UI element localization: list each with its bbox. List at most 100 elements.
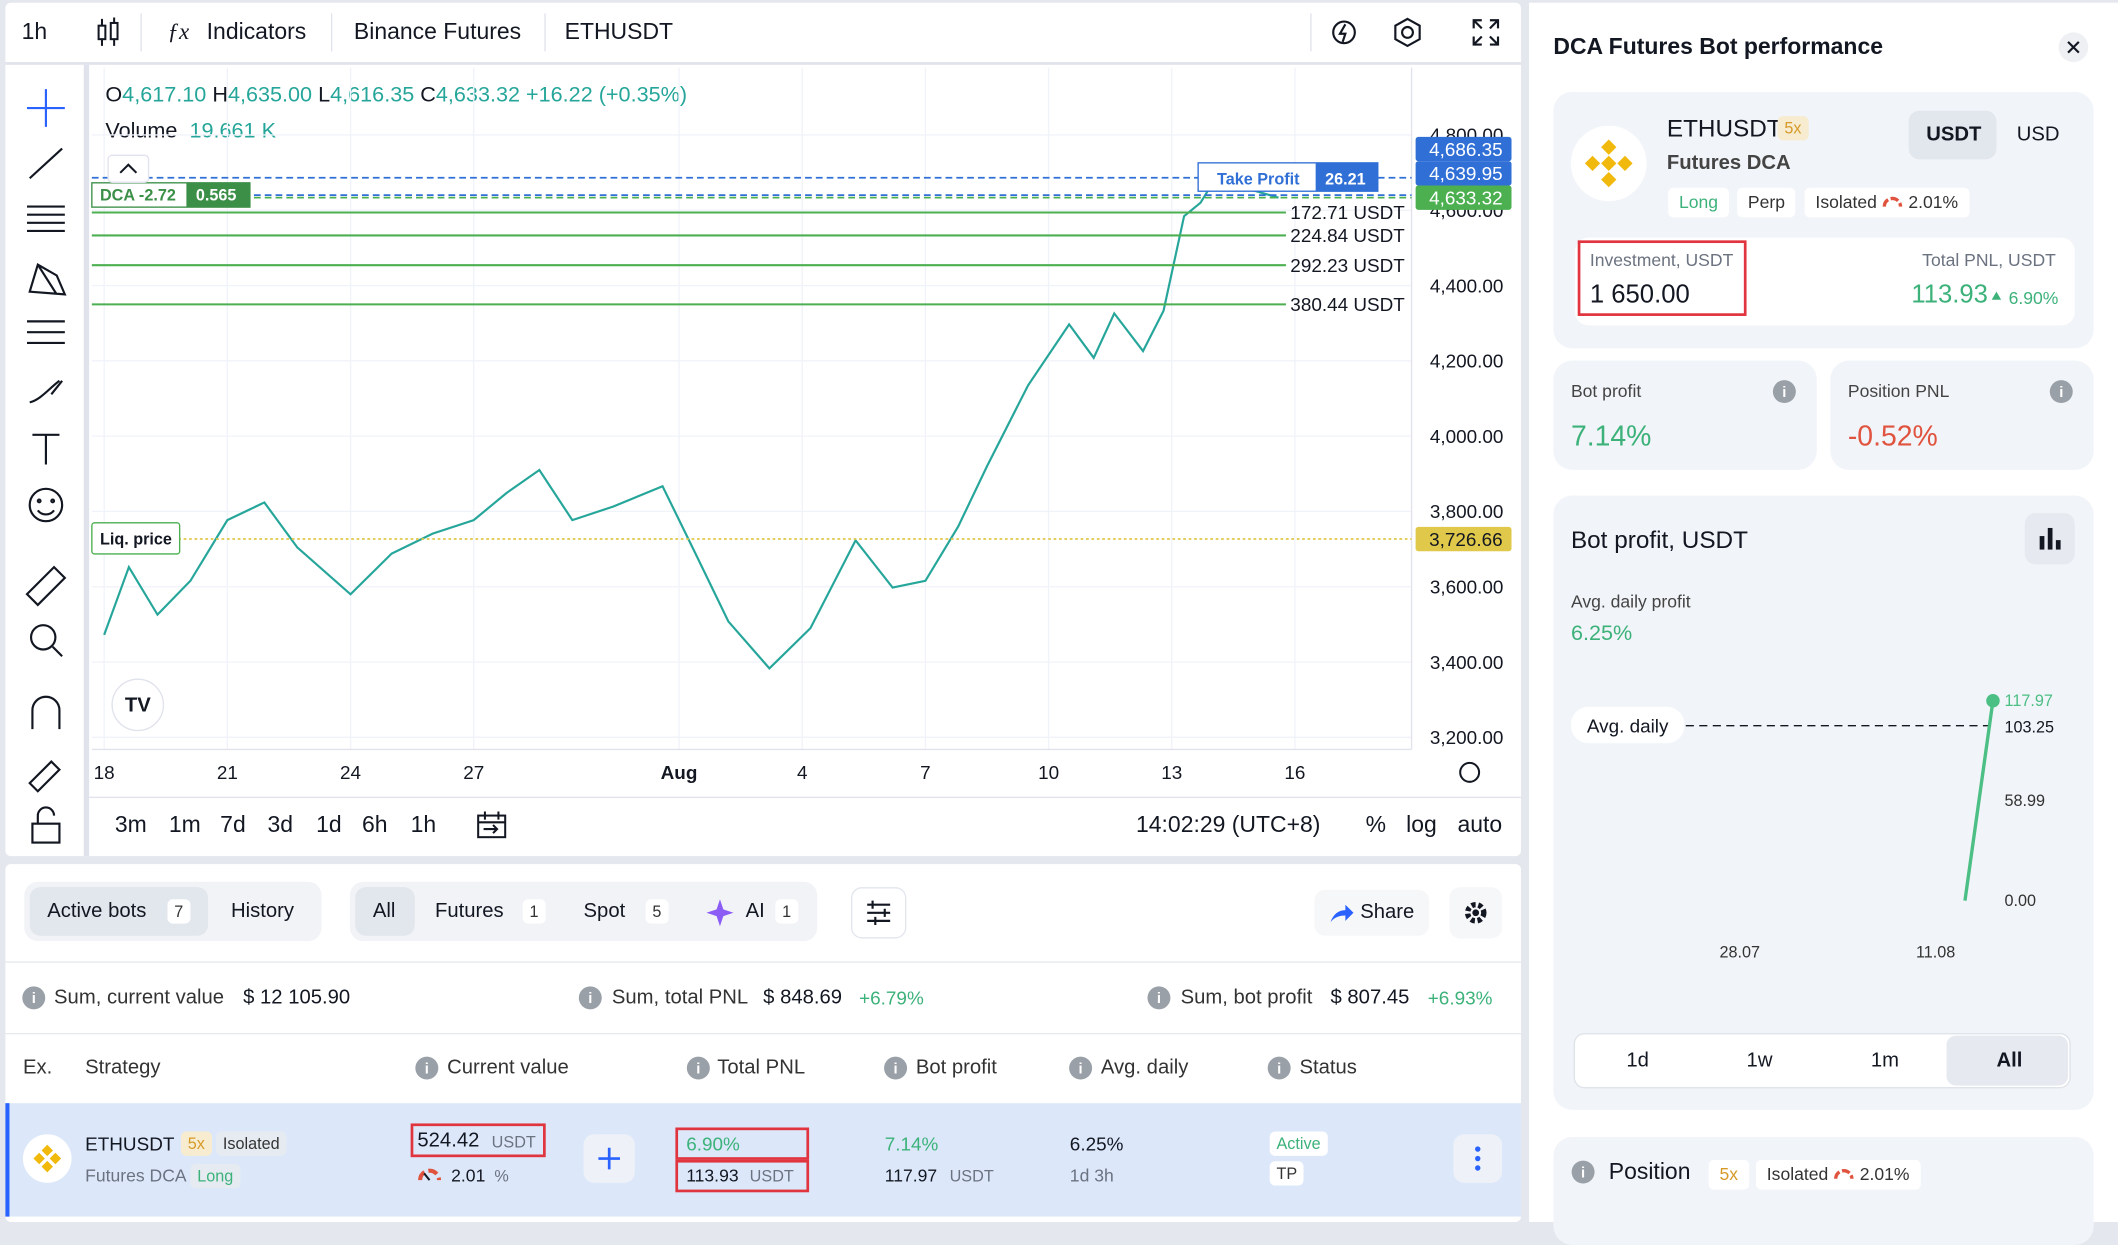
range-option[interactable]: 1m xyxy=(1870,1049,1899,1073)
add-funds-button[interactable] xyxy=(583,1134,635,1183)
candles-icon[interactable] xyxy=(95,17,122,48)
scale-option[interactable]: auto xyxy=(1457,811,1503,838)
range-option[interactable]: All xyxy=(1996,1049,2023,1073)
row-strategy: Futures DCA xyxy=(85,1165,187,1186)
column-header[interactable]: Status xyxy=(1299,1055,1357,1079)
tab-label[interactable]: History xyxy=(230,899,295,923)
column-header[interactable]: Bot profit xyxy=(915,1055,997,1079)
margin-ratio: 2.01 xyxy=(451,1165,486,1186)
total-pnl-label: Total PNL, USDT xyxy=(1922,249,2056,271)
range-active[interactable] xyxy=(1946,1035,2069,1086)
summary-change: +6.93% xyxy=(1427,987,1493,1009)
row-symbol: ETHUSDT xyxy=(85,1132,175,1155)
margin-ratio: 2.01% xyxy=(1908,191,1959,212)
timeframe[interactable]: 1m xyxy=(168,811,201,838)
clock: 14:02:29 (UTC+8) xyxy=(1135,811,1321,838)
column-header[interactable]: Ex. xyxy=(22,1055,53,1079)
label: O xyxy=(105,83,123,107)
divider xyxy=(83,64,90,857)
tab-count: 7 xyxy=(167,899,191,924)
bot-profit: 7.14% xyxy=(1570,421,1652,453)
svg-text:i: i xyxy=(893,1061,897,1077)
value: 4,617.10 xyxy=(122,83,207,107)
timeframe[interactable]: 1d xyxy=(316,811,342,838)
status-badge: Active xyxy=(1269,1131,1328,1156)
gauge-icon xyxy=(1834,1169,1854,1180)
unit: USDT xyxy=(749,1166,794,1186)
timeframe[interactable]: 6h xyxy=(362,811,388,838)
change: +16.22 (+0.35%) xyxy=(526,83,688,107)
side-badge: Long xyxy=(1668,187,1729,218)
close-button[interactable] xyxy=(2058,32,2089,63)
share-label[interactable]: Share xyxy=(1360,900,1415,924)
column-header[interactable]: Strategy xyxy=(85,1055,161,1079)
divider xyxy=(5,1032,1521,1035)
label: C xyxy=(420,83,436,107)
column-header[interactable]: Total PNL xyxy=(717,1055,806,1079)
position-pnl-card xyxy=(1830,360,2094,470)
plus-icon xyxy=(598,1147,621,1170)
card-label: Position PNL xyxy=(1847,380,1950,402)
ohlc-legend: O4,617.10 H4,635.00 L4,616.35 C4,633.32 … xyxy=(105,82,687,109)
margin-mode: Isolated xyxy=(1766,1163,1829,1185)
value: 4,635.00 xyxy=(227,83,313,107)
timeframe[interactable]: 3m xyxy=(114,811,147,838)
gear-icon xyxy=(1464,901,1487,924)
value: 4,616.35 xyxy=(330,83,415,107)
exchange-logo xyxy=(1570,125,1647,202)
drawing-toolbar[interactable] xyxy=(19,81,73,851)
bot-profit-pct: 7.14% xyxy=(884,1132,939,1155)
filter-label[interactable]: All xyxy=(372,899,396,923)
scale-option[interactable]: % xyxy=(1365,811,1387,838)
range-option[interactable]: 1d xyxy=(1626,1049,1649,1073)
fullscreen-icon[interactable] xyxy=(1471,18,1501,48)
settings-button[interactable] xyxy=(1449,887,1503,939)
share-button[interactable] xyxy=(1314,889,1430,936)
leverage-badge: 5x xyxy=(1777,116,1809,141)
column-header[interactable]: Avg. daily xyxy=(1100,1055,1189,1079)
timeframe[interactable]: 7d xyxy=(220,811,246,838)
summary-value: $ 12 105.90 xyxy=(243,985,351,1009)
svg-text:i: i xyxy=(696,1061,700,1077)
card-label: Bot profit xyxy=(1570,380,1642,402)
goto-date-icon[interactable] xyxy=(475,810,507,840)
currency-option[interactable]: USDT xyxy=(1926,122,1982,146)
filter-active[interactable] xyxy=(355,887,415,936)
svg-text:i: i xyxy=(1782,385,1786,401)
summary-label: Sum, total PNL xyxy=(611,985,749,1009)
total-pnl-pct: 6.90% xyxy=(2008,287,2059,308)
unit: % xyxy=(494,1166,509,1186)
profit-card xyxy=(1553,495,2094,1110)
filter-group xyxy=(349,881,818,942)
total-pnl: 113.93 xyxy=(686,1165,739,1186)
alert-icon[interactable] xyxy=(1329,16,1361,48)
symbol[interactable]: ETHUSDT xyxy=(564,18,674,45)
columns-button[interactable] xyxy=(850,887,907,939)
filter-label[interactable]: AI xyxy=(745,899,765,923)
exchange[interactable]: Binance Futures xyxy=(353,18,522,45)
more-button[interactable] xyxy=(1453,1134,1503,1183)
summary-change: +6.79% xyxy=(859,987,924,1009)
leverage-badge: 5x xyxy=(1708,1159,1749,1190)
total-pnl-pct: 6.90% xyxy=(686,1132,740,1155)
margin-badge: Isolated 2.01% xyxy=(1756,1159,1921,1190)
filter-label[interactable]: Spot xyxy=(583,899,626,923)
chart-type-button[interactable] xyxy=(2024,513,2075,565)
timeframe[interactable]: 3d xyxy=(267,811,294,838)
column-header[interactable]: Current value xyxy=(447,1055,569,1079)
total-pnl: 113.93 xyxy=(1911,280,1988,310)
value: 19.661 K xyxy=(189,120,277,144)
scale-option[interactable]: log xyxy=(1406,811,1437,838)
timeframe[interactable]: 1h xyxy=(410,811,437,838)
settings-icon[interactable] xyxy=(1391,16,1423,48)
currency-option[interactable]: USD xyxy=(2016,122,2060,146)
tab-label[interactable]: Active bots xyxy=(47,899,147,923)
currency-active[interactable] xyxy=(1908,110,1997,160)
indicators-button[interactable]: Indicators xyxy=(206,18,307,45)
interval[interactable]: 1h xyxy=(21,18,48,45)
filter-label[interactable]: Futures xyxy=(434,899,504,923)
separator xyxy=(1310,13,1312,52)
range-option[interactable]: 1w xyxy=(1746,1049,1773,1073)
